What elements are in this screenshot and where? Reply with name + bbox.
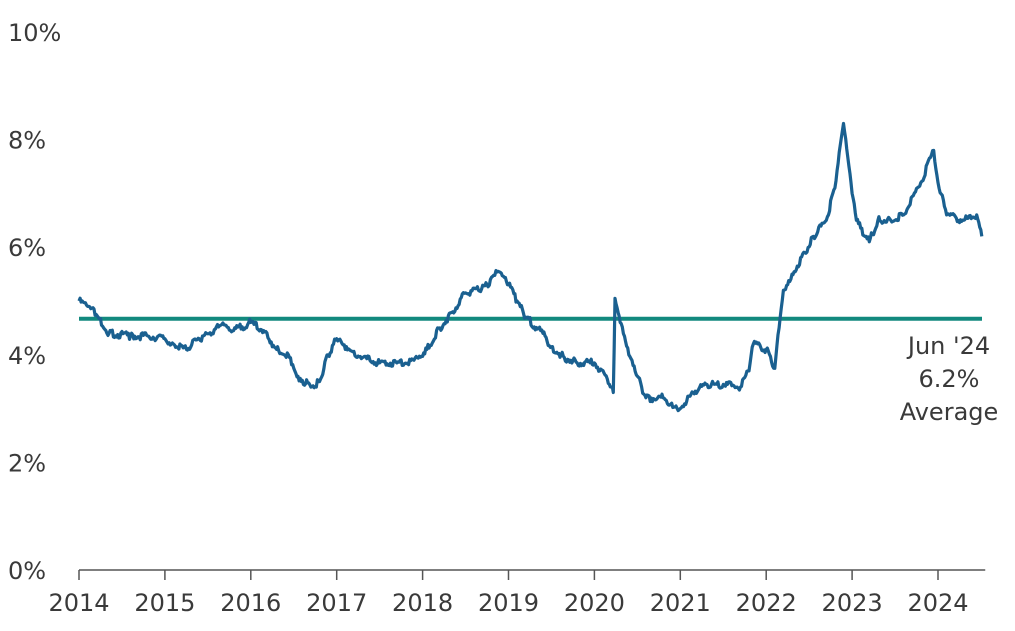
x-tick-label: 2022	[736, 589, 797, 617]
series-line	[77, 121, 984, 413]
x-tick-label: 2019	[478, 589, 539, 617]
y-tick-label: 0%	[8, 557, 46, 585]
y-tick-label: 6%	[8, 234, 46, 262]
y-tick-label: 4%	[8, 342, 46, 370]
x-tick-label: 2014	[48, 589, 109, 617]
x-tick-label: 2018	[392, 589, 453, 617]
x-tick-label: 2021	[650, 589, 711, 617]
x-tick-label: 2023	[822, 589, 883, 617]
x-tick-label: 2024	[907, 589, 968, 617]
y-tick-label: 8%	[8, 127, 46, 155]
average-label: Average	[900, 398, 999, 426]
x-tick-label: 2015	[134, 589, 195, 617]
y-tick-label: 2%	[8, 449, 46, 477]
x-tick-label: 2017	[306, 589, 367, 617]
annotation-date: Jun '24	[906, 332, 990, 360]
annotation-value: 6.2%	[919, 365, 980, 393]
x-tick-label: 2016	[220, 589, 281, 617]
x-tick-label: 2020	[564, 589, 625, 617]
y-tick-label: 10%	[8, 19, 61, 47]
